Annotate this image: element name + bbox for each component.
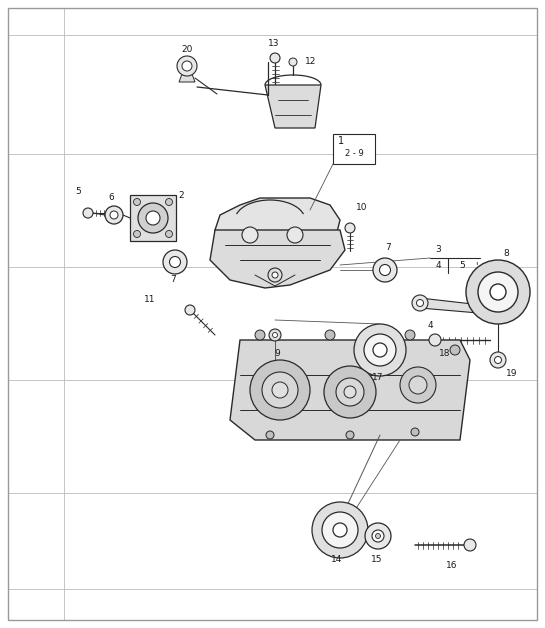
Polygon shape [179,74,195,82]
Text: 4: 4 [435,261,441,271]
Text: 13: 13 [268,40,280,48]
Circle shape [490,284,506,300]
Circle shape [336,378,364,406]
Circle shape [166,198,173,205]
Circle shape [134,198,141,205]
Circle shape [344,386,356,398]
Text: 10: 10 [356,203,368,212]
Text: 15: 15 [371,556,383,565]
Text: 6: 6 [108,193,114,202]
Text: 19: 19 [506,369,518,379]
Text: 17: 17 [372,374,384,382]
Circle shape [373,258,397,282]
Text: 4: 4 [427,320,433,330]
Circle shape [287,227,303,243]
Circle shape [325,330,335,340]
Text: 9: 9 [274,349,280,357]
Circle shape [269,329,281,341]
Circle shape [346,431,354,439]
Circle shape [466,260,530,324]
Circle shape [163,250,187,274]
Circle shape [429,334,441,346]
Text: 5: 5 [75,187,81,195]
Circle shape [372,530,384,542]
Bar [130,195,176,241]
Circle shape [262,372,298,408]
Circle shape [322,512,358,548]
Text: 1: 1 [338,136,344,146]
Circle shape [110,211,118,219]
Circle shape [494,357,501,364]
Text: 2 - 9: 2 - 9 [344,148,364,158]
Circle shape [134,230,141,237]
Circle shape [266,431,274,439]
Circle shape [412,295,428,311]
Text: 5: 5 [459,261,465,271]
Polygon shape [215,198,340,255]
Circle shape [83,208,93,218]
Circle shape [272,332,277,337]
Circle shape [250,360,310,420]
Text: 2: 2 [178,192,184,200]
Circle shape [450,345,460,355]
Circle shape [376,534,380,538]
Circle shape [255,330,265,340]
Circle shape [365,523,391,549]
Circle shape [487,307,493,313]
Circle shape [268,268,282,282]
Circle shape [409,376,427,394]
Circle shape [272,272,278,278]
Circle shape [166,230,173,237]
Circle shape [405,330,415,340]
Text: 18: 18 [439,350,451,359]
Circle shape [416,300,423,306]
Circle shape [289,58,297,66]
Text: 3: 3 [435,244,441,254]
Text: ': ' [475,261,477,271]
Circle shape [483,303,497,317]
Circle shape [169,256,180,268]
Circle shape [242,227,258,243]
Circle shape [182,61,192,71]
FancyBboxPatch shape [333,134,375,164]
Circle shape [185,305,195,315]
Circle shape [105,206,123,224]
Circle shape [364,334,396,366]
Circle shape [478,272,518,312]
Circle shape [270,53,280,63]
Circle shape [312,502,368,558]
Circle shape [354,324,406,376]
Polygon shape [265,85,321,128]
Circle shape [333,523,347,537]
Text: 8: 8 [503,249,509,259]
Polygon shape [420,298,490,314]
Circle shape [411,428,419,436]
Polygon shape [230,340,470,440]
Circle shape [177,56,197,76]
Polygon shape [210,230,345,288]
Circle shape [324,366,376,418]
Text: 14: 14 [331,556,343,565]
Circle shape [464,539,476,551]
Text: 7: 7 [170,276,176,284]
Circle shape [272,382,288,398]
Circle shape [345,223,355,233]
Circle shape [373,343,387,357]
Text: 16: 16 [446,561,458,570]
Text: 7: 7 [385,244,391,252]
Circle shape [379,264,391,276]
Text: 20: 20 [181,45,193,55]
Circle shape [146,211,160,225]
Circle shape [400,367,436,403]
Text: 11: 11 [144,296,156,305]
Circle shape [490,352,506,368]
Text: 12: 12 [305,58,317,67]
Circle shape [138,203,168,233]
